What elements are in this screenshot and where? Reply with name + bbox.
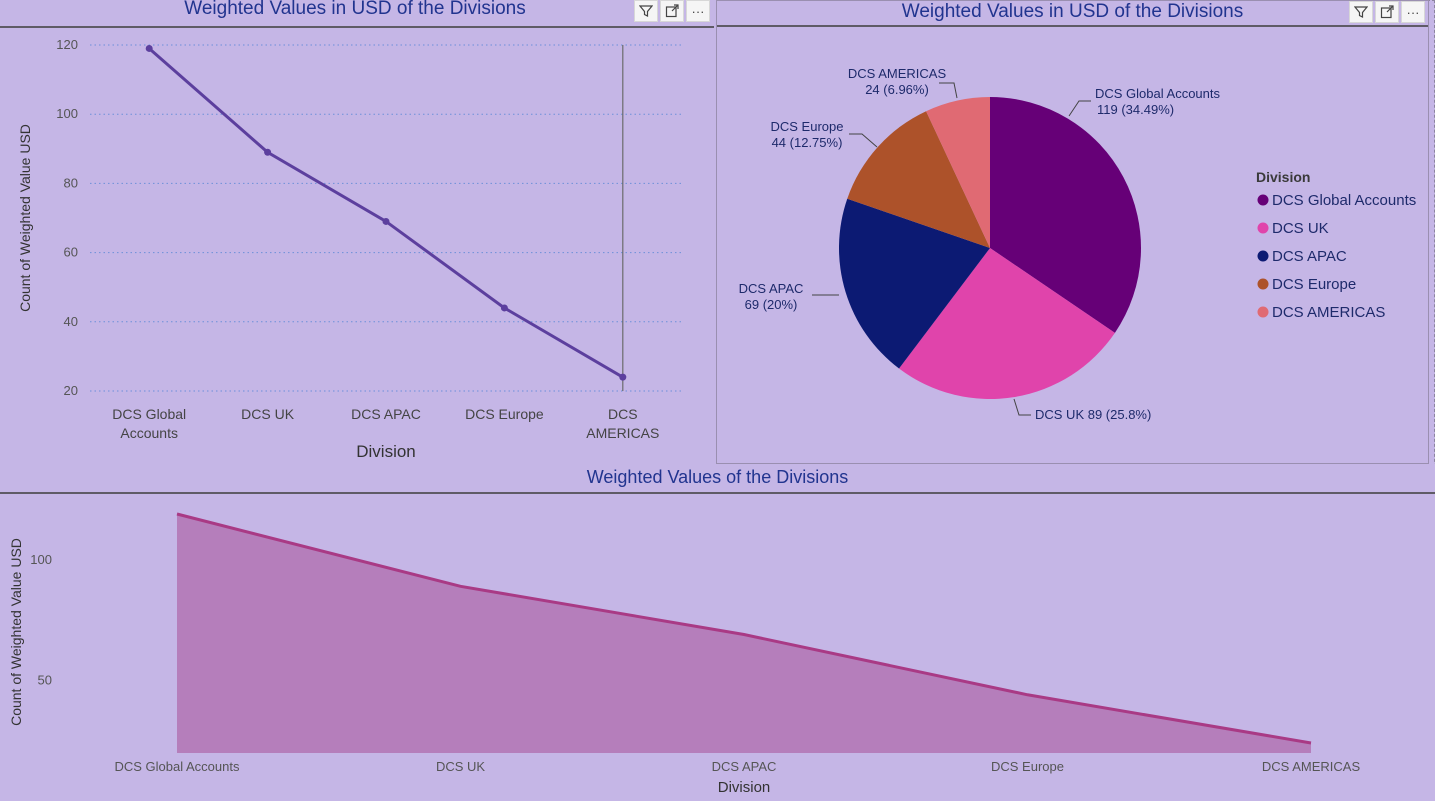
line-chart-panel[interactable]: Weighted Values in USD of the Divisions … — [0, 0, 716, 464]
legend-item: DCS Europe — [1272, 276, 1356, 293]
x-tick-label: DCS AMERICAS — [1262, 759, 1361, 774]
filter-icon[interactable] — [634, 0, 658, 22]
leader-line — [1068, 100, 1091, 117]
title-divider — [0, 26, 714, 28]
x-tick-label: DCS UK — [241, 406, 295, 422]
line-chart-title: Weighted Values in USD of the Divisions — [184, 0, 526, 19]
slice-data-label: DCS AMERICAS 24 (6.96%) — [848, 66, 947, 97]
pie-slice — [839, 198, 990, 369]
series-line — [176, 512, 1312, 745]
area-chart-title: Weighted Values of the Divisions — [586, 467, 849, 487]
data-point — [500, 304, 508, 312]
data-point — [619, 373, 627, 381]
y-tick-label: 20 — [64, 383, 78, 398]
y-tick-label: 50 — [38, 672, 52, 687]
x-axis-title: Division — [356, 442, 416, 461]
legend-marker — [1257, 250, 1269, 262]
legend-marker — [1257, 306, 1269, 318]
slice-data-label: DCS Global Accounts 119 (34.49%) — [1095, 86, 1221, 117]
leader-line — [849, 133, 878, 148]
pie-chart-title: Weighted Values in USD of the Divisions — [901, 1, 1244, 22]
y-tick-label: 120 — [56, 37, 78, 52]
x-tick-label: DCS APAC — [712, 759, 777, 774]
more-options-icon[interactable]: ··· — [686, 0, 710, 22]
pie-slice — [847, 111, 990, 249]
y-tick-label: 60 — [64, 245, 78, 260]
pie-slice — [926, 97, 990, 248]
title-divider — [717, 25, 1428, 27]
legend-item: DCS Global Accounts — [1272, 192, 1416, 209]
legend-marker — [1257, 222, 1269, 234]
y-tick-label: 80 — [64, 175, 78, 190]
x-tick-label: DCS Europe — [991, 759, 1064, 774]
legend-marker — [1257, 278, 1269, 290]
title-divider — [0, 492, 1435, 494]
x-axis-title: Division — [718, 779, 771, 796]
y-tick-label: 100 — [30, 552, 52, 567]
area-chart-panel[interactable]: Weighted Values of the Divisions 50 100 DC… — [0, 464, 1435, 801]
y-axis-title: Count of Weighted Value USD — [8, 538, 24, 726]
slice-data-label: DCS APAC 69 (20%) — [739, 281, 804, 312]
slice-data-label: DCS Europe 44 (12.75%) — [771, 119, 844, 150]
series-line — [148, 47, 624, 379]
leader-line — [939, 82, 958, 99]
area-chart: 50 100 DCS Global Accounts DCS UK DCS APAC DC… — [8, 512, 1361, 796]
pie-slice — [990, 97, 1141, 333]
area-fill — [177, 514, 1311, 753]
data-point — [145, 44, 153, 52]
x-tick-label: DCS APAC — [351, 406, 421, 422]
legend-title: Division — [1256, 169, 1310, 185]
legend-item: DCS APAC — [1272, 248, 1347, 265]
line-chart: 20 40 60 80 100 120 DCS Global Accounts DCS UK DC… — [17, 37, 682, 461]
visual-toolbar: ··· — [634, 0, 710, 22]
y-tick-label: 100 — [56, 106, 78, 121]
leader-line — [1013, 398, 1031, 416]
x-tick-label: DCS Global Accounts — [114, 759, 240, 774]
data-point — [264, 148, 272, 156]
pie-slice — [899, 248, 1115, 399]
visual-toolbar: ··· — [1349, 1, 1425, 23]
pie-chart: DCS Global Accounts 119 (34.49%) DCS UK 89… — [739, 66, 1417, 422]
legend-item: DCS UK — [1272, 220, 1329, 237]
x-tick-label: DCS AMERICAS — [586, 406, 659, 441]
data-point — [382, 217, 390, 225]
legend-item: DCS AMERICAS — [1272, 304, 1385, 321]
x-tick-label: DCS UK — [436, 759, 485, 774]
y-tick-label: 40 — [64, 314, 78, 329]
y-axis-title: Count of Weighted Value USD — [17, 124, 33, 312]
focus-mode-icon[interactable] — [660, 0, 684, 22]
filter-icon[interactable] — [1349, 1, 1373, 23]
pie-chart-panel[interactable]: Weighted Values in USD of the Divisions … — [716, 0, 1429, 464]
slice-data-label: DCS UK 89 (25.8%) — [1035, 407, 1151, 422]
legend-marker — [1257, 194, 1269, 206]
x-tick-label: DCS Global Accounts — [112, 406, 186, 441]
focus-mode-icon[interactable] — [1375, 1, 1399, 23]
more-options-icon[interactable]: ··· — [1401, 1, 1425, 23]
x-tick-label: DCS Europe — [465, 406, 544, 422]
